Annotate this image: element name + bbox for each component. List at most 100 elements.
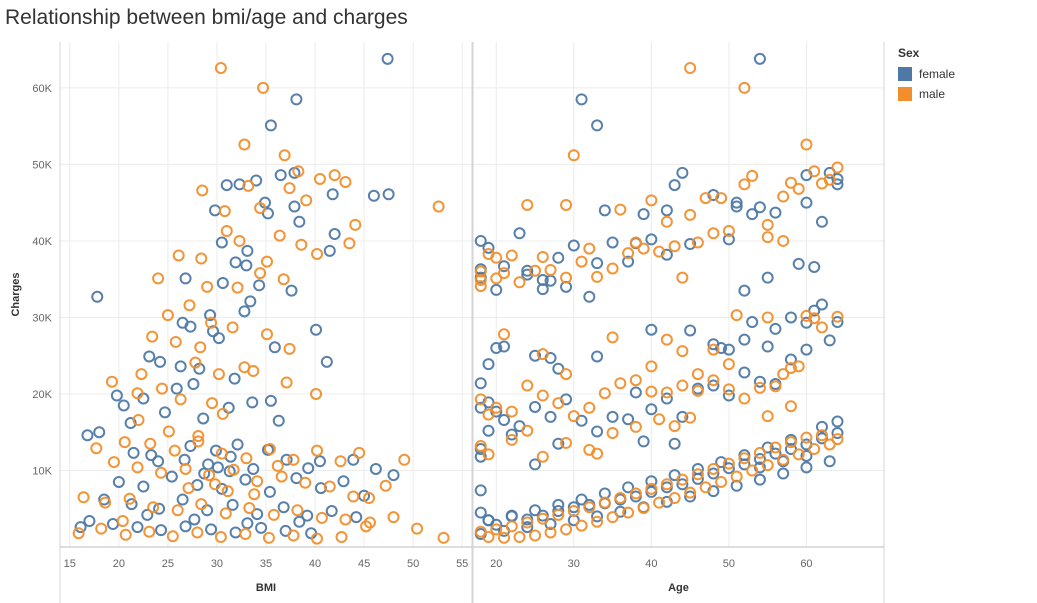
data-point-female — [660, 392, 673, 405]
data-point-male — [144, 437, 157, 450]
data-point-male — [746, 169, 759, 182]
data-point-male — [691, 384, 704, 397]
data-point-male — [271, 459, 284, 472]
data-point-female — [188, 513, 201, 526]
data-point-male — [280, 376, 293, 389]
data-point-male — [629, 487, 642, 500]
data-point-female — [753, 453, 766, 466]
data-point-male — [645, 194, 658, 207]
data-point-male — [295, 238, 308, 251]
data-point-female — [676, 166, 689, 179]
data-point-female — [310, 323, 323, 336]
x-tick-label: 45 — [358, 558, 370, 570]
data-point-female — [676, 410, 689, 423]
data-point-female — [614, 505, 627, 518]
legend-label-male: male — [919, 87, 946, 101]
data-point-female — [505, 428, 518, 441]
legend-item-female[interactable]: female — [898, 64, 955, 84]
data-point-female — [240, 259, 253, 272]
data-point-male — [498, 267, 511, 280]
data-point-female — [209, 444, 222, 457]
data-point-female — [831, 415, 844, 428]
data-point-female — [369, 462, 382, 475]
data-point-female — [490, 405, 503, 418]
data-point-female — [174, 360, 187, 373]
data-point-male — [777, 368, 790, 381]
data-point-male — [233, 234, 246, 247]
data-point-male — [287, 453, 300, 466]
x-tick-label: 30 — [568, 558, 580, 570]
data-point-male — [490, 523, 503, 536]
data-point-male — [267, 508, 280, 521]
data-point-female — [738, 284, 751, 297]
data-point-female — [769, 322, 782, 335]
data-point-female — [125, 498, 138, 511]
legend-item-male[interactable]: male — [898, 84, 955, 104]
data-point-female — [552, 505, 565, 518]
data-point-male — [161, 309, 174, 322]
data-point-male — [684, 62, 697, 75]
data-point-male — [311, 532, 324, 545]
data-point-male — [761, 311, 774, 324]
data-point-male — [691, 236, 704, 249]
data-point-male — [684, 208, 697, 221]
data-point-male — [347, 490, 360, 503]
data-point-female — [591, 257, 604, 270]
data-point-female — [179, 520, 192, 533]
data-point-male — [437, 531, 450, 544]
x-tick-label: 30 — [211, 558, 223, 570]
data-point-male — [598, 496, 611, 509]
data-point-male — [90, 442, 103, 455]
data-point-male — [746, 464, 759, 477]
data-point-female — [823, 334, 836, 347]
data-point-male — [684, 486, 697, 499]
data-point-male — [251, 475, 264, 488]
data-point-female — [250, 174, 263, 187]
data-point-male — [738, 81, 751, 94]
data-point-female — [668, 437, 681, 450]
data-point-female — [244, 295, 257, 308]
data-point-female — [684, 238, 697, 250]
data-point-female — [302, 462, 315, 475]
data-point-female — [738, 366, 751, 379]
data-point-female — [482, 358, 495, 371]
data-point-male — [536, 251, 549, 264]
x-tick-label: 40 — [309, 558, 321, 570]
data-point-female — [668, 179, 681, 192]
data-point-male — [216, 407, 229, 420]
data-point-female — [529, 458, 542, 471]
data-point-female — [761, 271, 774, 284]
data-point-female — [231, 438, 244, 451]
data-point-female — [313, 455, 326, 468]
data-point-male — [614, 492, 627, 505]
data-point-female — [715, 342, 728, 355]
data-point-male — [482, 531, 495, 544]
data-point-male — [238, 138, 251, 151]
data-point-male — [191, 526, 204, 539]
data-point-male — [219, 507, 232, 520]
data-point-male — [622, 247, 635, 260]
data-point-male — [777, 453, 790, 466]
data-point-male — [183, 299, 196, 312]
data-point-female — [552, 362, 565, 375]
data-point-male — [168, 444, 181, 457]
data-point-male — [360, 520, 373, 533]
data-point-female — [815, 298, 828, 311]
data-point-female — [170, 382, 183, 395]
data-point-female — [328, 228, 341, 241]
x-tick-label: 60 — [800, 558, 812, 570]
data-point-male — [722, 383, 735, 396]
data-point-female — [112, 475, 125, 488]
data-point-male — [313, 172, 326, 185]
data-point-male — [243, 501, 256, 514]
data-point-male — [505, 249, 518, 262]
data-point-male — [753, 381, 766, 394]
data-point-male — [263, 443, 276, 456]
y-tick-label: 20K — [32, 389, 52, 401]
data-point-female — [387, 469, 400, 482]
data-point-male — [831, 310, 844, 323]
data-point-female — [529, 349, 542, 362]
data-point-male — [567, 505, 580, 518]
data-point-female — [567, 239, 580, 252]
data-point-male — [379, 479, 392, 492]
